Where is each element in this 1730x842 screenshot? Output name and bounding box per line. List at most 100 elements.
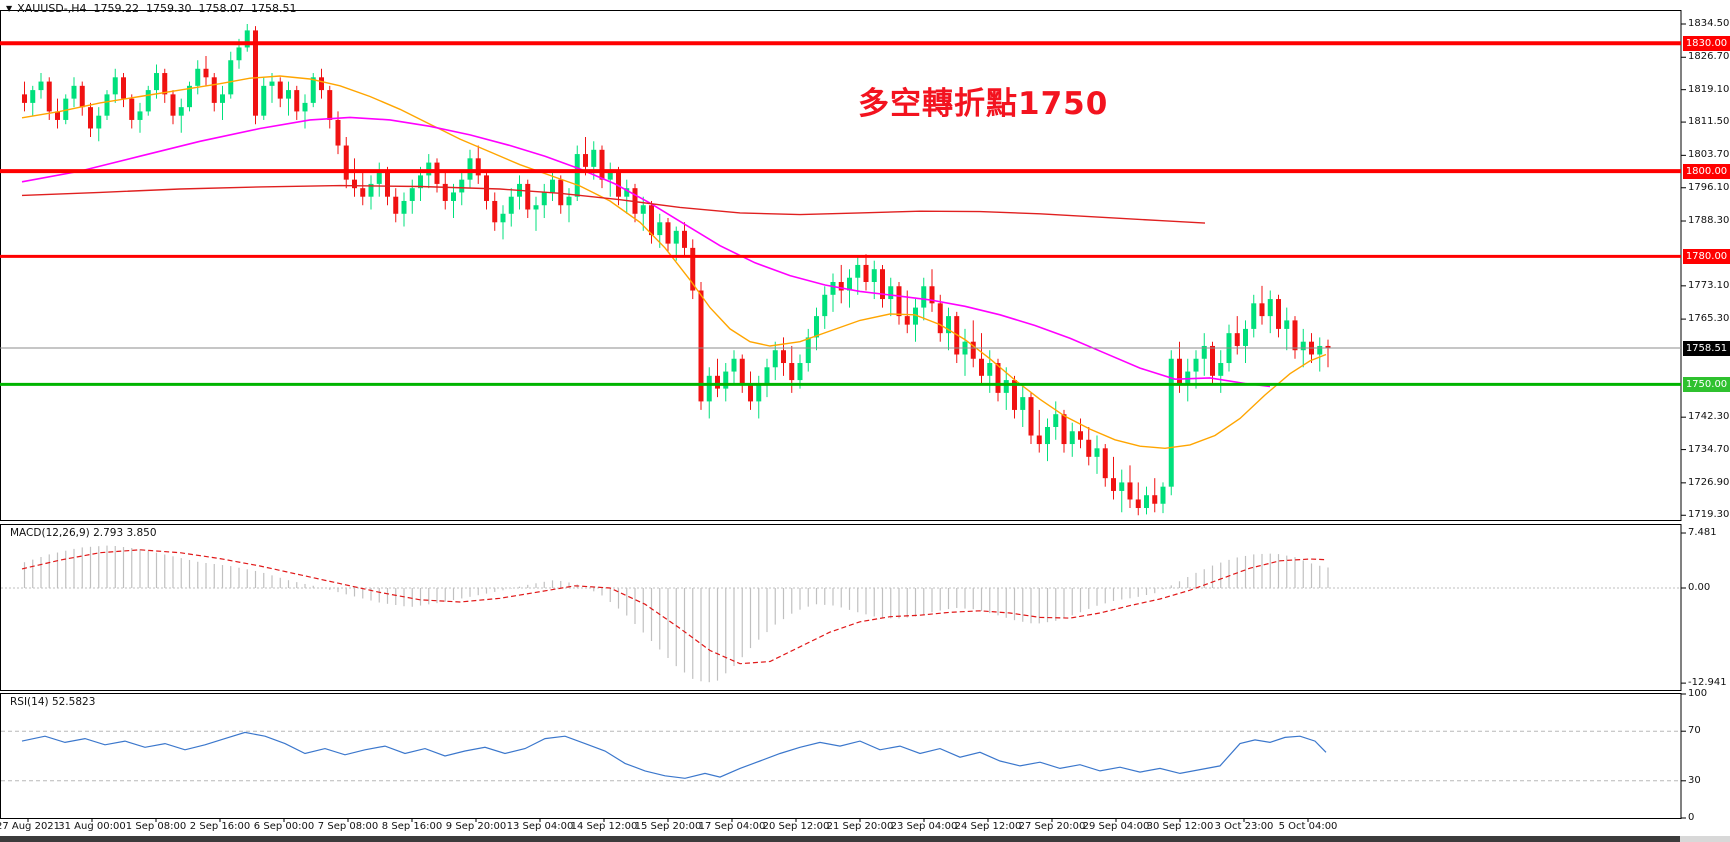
price-badge-1830.00: 1830.00 — [1683, 35, 1730, 51]
candle-body — [1284, 320, 1290, 329]
candle-body — [442, 183, 448, 201]
candle-body — [1193, 358, 1199, 372]
candle-body — [492, 200, 498, 223]
candle-body — [319, 77, 324, 91]
quote-low: 1758.07 — [198, 2, 245, 15]
candle-body — [888, 286, 894, 300]
candle-body — [1317, 345, 1323, 355]
candle-body — [739, 358, 745, 385]
candle-body — [343, 145, 349, 180]
candle-body — [1012, 380, 1017, 410]
candle-body — [987, 363, 993, 376]
candle-body — [599, 149, 605, 180]
time-axis-label: 9 Sep 20:00 — [445, 821, 507, 832]
candle-body — [583, 154, 588, 167]
time-axis-label: 3 Oct 23:00 — [1214, 821, 1274, 832]
candle-body — [1053, 414, 1059, 427]
candle-body — [541, 192, 547, 206]
price-badge-1800.00: 1800.00 — [1683, 163, 1730, 179]
current-price-badge: 1758.51 — [1683, 340, 1730, 356]
rsi-panel[interactable] — [0, 693, 1682, 819]
candle-body — [550, 179, 555, 193]
candle-body — [38, 81, 44, 91]
annotation-text[interactable]: 多空轉折點1750 — [858, 86, 1109, 122]
rsi-axis-label: 0 — [1688, 812, 1695, 823]
symbol-dropdown-arrow-icon[interactable]: ▼ — [6, 4, 13, 13]
time-axis-label: 7 Sep 08:00 — [317, 821, 379, 832]
candle-body — [1003, 380, 1009, 393]
horizontal-scrollbar[interactable] — [0, 836, 1730, 842]
candle-body — [904, 316, 910, 325]
candle-body — [170, 94, 176, 116]
candle-body — [55, 111, 60, 120]
candle-body — [1210, 345, 1215, 376]
candle-body — [79, 85, 85, 108]
candle-body — [1152, 495, 1158, 504]
candle-body — [838, 281, 844, 291]
candle-body — [187, 85, 192, 108]
quote-open: 1759.22 — [93, 2, 140, 15]
candle-body — [772, 350, 778, 368]
candle-body — [327, 90, 333, 120]
candle-body — [1234, 333, 1240, 346]
candle-body — [863, 264, 869, 282]
candle-body — [1292, 320, 1298, 351]
time-axis-label: 23 Sep 04:00 — [890, 821, 958, 832]
candle-body — [1259, 303, 1265, 317]
candle-body — [253, 30, 258, 116]
time-axis-label: 14 Sep 12:00 — [570, 821, 638, 832]
candle-body — [657, 222, 663, 236]
candle-body — [673, 230, 679, 244]
candle-body — [764, 367, 770, 385]
time-axis-label: 5 Oct 04:00 — [1278, 821, 1338, 832]
candle-body — [203, 68, 209, 78]
macd-axis-label: -12.941 — [1688, 677, 1727, 689]
candle-body — [434, 162, 440, 184]
candle-body — [88, 107, 93, 129]
candle-body — [195, 68, 201, 86]
price-axis-label: 1834.50 — [1688, 18, 1730, 29]
price-axis-label: 1765.30 — [1688, 313, 1730, 325]
rsi-line — [21, 731, 1327, 779]
candle-body — [112, 77, 118, 95]
candle-body — [1144, 495, 1149, 509]
candle-body — [121, 77, 126, 99]
candle-body — [244, 30, 250, 48]
candle-body — [607, 171, 613, 180]
candle-body — [970, 341, 976, 359]
candle-body — [1102, 448, 1108, 479]
candle-body — [1094, 448, 1100, 457]
price-axis-label: 1734.70 — [1688, 443, 1730, 455]
candle-body — [616, 171, 621, 197]
time-axis-label: 13 Sep 04:00 — [506, 821, 574, 832]
scrollbar-thumb[interactable] — [0, 836, 1680, 842]
candle-body — [665, 222, 671, 244]
candle-body — [871, 269, 877, 282]
candle-body — [211, 77, 217, 103]
time-axis-label: 1 Sep 08:00 — [125, 821, 187, 832]
candle-body — [467, 158, 473, 180]
candle-body — [640, 205, 646, 214]
candle-body — [574, 154, 580, 197]
candle-body — [682, 230, 687, 248]
candle-body — [921, 286, 927, 308]
candle-body — [46, 81, 52, 112]
candle-body — [286, 90, 291, 99]
candle-body — [1218, 363, 1224, 376]
candle-body — [1135, 499, 1141, 509]
rsi-axis-label: 70 — [1688, 725, 1701, 737]
candle-body — [500, 213, 506, 223]
candle-body — [385, 171, 390, 197]
symbol-label: XAUUSD-,H4 — [17, 2, 87, 15]
quote-bar: ▼ XAUUSD-,H4 1759.22 1759.30 1758.07 1758.51 — [6, 2, 304, 15]
candle-body — [104, 94, 110, 116]
candle-body — [1020, 397, 1026, 410]
price-panel[interactable] — [0, 10, 1682, 521]
candle-body — [1069, 431, 1075, 445]
price-axis-label: 1826.70 — [1688, 51, 1730, 63]
candle-body — [748, 384, 753, 402]
candle-body — [1325, 345, 1331, 349]
macd-panel[interactable] — [0, 524, 1682, 691]
